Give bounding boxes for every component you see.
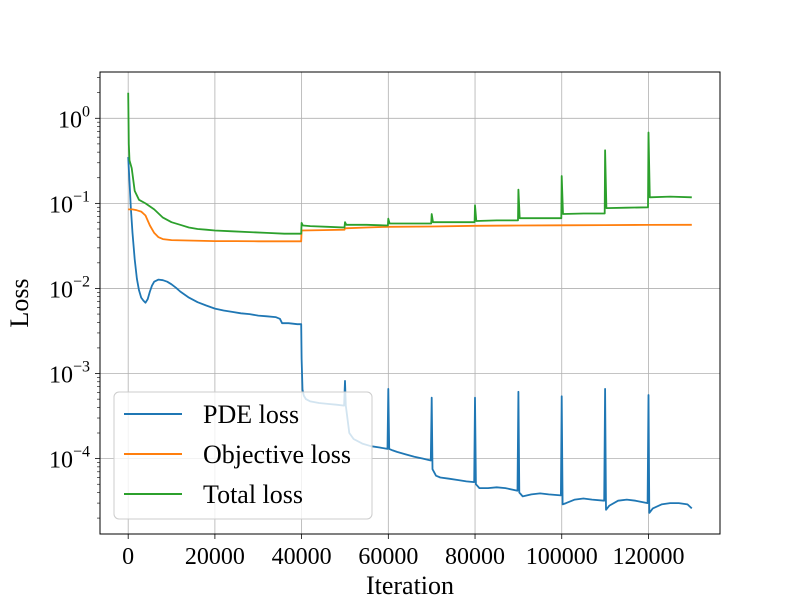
y-tick-label: 10−4 xyxy=(49,444,90,474)
legend-label-pde-loss: PDE loss xyxy=(203,400,299,429)
series-line-total-loss xyxy=(127,92,692,235)
series-line-objective-loss xyxy=(128,208,692,243)
y-axis-title: Loss xyxy=(5,278,34,327)
legend: PDE loss Objective loss Total loss xyxy=(113,391,373,520)
x-tick-label: 0 xyxy=(122,544,134,570)
x-tick-label: 100000 xyxy=(526,544,598,570)
y-axis: 100 10−1 10−2 10−3 10−4 xyxy=(49,77,100,519)
y-tick-label: 10−1 xyxy=(49,188,90,218)
legend-label-total-loss: Total loss xyxy=(203,480,303,509)
y-tick-label: 100 xyxy=(58,103,90,133)
x-tick-label: 20000 xyxy=(185,544,245,570)
x-tick-label: 80000 xyxy=(445,544,505,570)
x-axis: 0 20000 40000 60000 80000 100000 120000 xyxy=(122,534,684,570)
y-tick-label: 10−3 xyxy=(49,359,90,389)
grid xyxy=(100,72,720,534)
x-tick-label: 60000 xyxy=(358,544,418,570)
x-tick-label: 40000 xyxy=(272,544,332,570)
legend-box xyxy=(113,391,373,520)
plot-frame xyxy=(99,71,721,535)
series-layer xyxy=(127,92,693,514)
legend-label-objective-loss: Objective loss xyxy=(203,440,351,469)
x-tick-label: 120000 xyxy=(612,544,684,570)
series-line-pde-loss xyxy=(127,157,693,514)
x-axis-title: Iteration xyxy=(366,571,454,600)
y-tick-label: 10−2 xyxy=(49,273,90,303)
